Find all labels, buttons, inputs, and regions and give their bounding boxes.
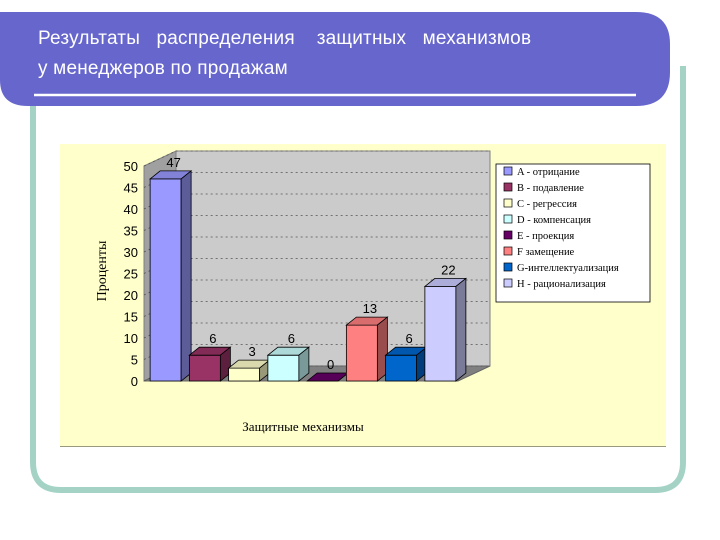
legend-label: A - отрицание bbox=[517, 167, 580, 178]
y-tick-label: 25 bbox=[124, 267, 138, 282]
bar bbox=[384, 346, 428, 382]
legend-swatch bbox=[503, 246, 513, 256]
bar-front bbox=[228, 367, 261, 382]
legend-swatch bbox=[503, 214, 513, 224]
slide-title-line1: Результаты распределения защитных механи… bbox=[38, 28, 532, 49]
y-tick-label: 35 bbox=[124, 224, 138, 239]
legend-label: H - рационализация bbox=[517, 279, 606, 290]
bar-front bbox=[345, 324, 378, 382]
y-tick-label: 20 bbox=[124, 288, 138, 303]
legend-label: E - проекция bbox=[517, 231, 574, 242]
y-tick-label: 45 bbox=[124, 181, 138, 196]
y-tick-label: 15 bbox=[124, 310, 138, 325]
legend-label: C - регрессия bbox=[517, 199, 577, 210]
legend-swatch bbox=[503, 198, 513, 208]
legend-box bbox=[495, 163, 651, 303]
data-label: 3 bbox=[249, 344, 256, 359]
y-tick-label: 0 bbox=[131, 374, 138, 389]
y-tick-label: 5 bbox=[131, 353, 138, 368]
frame-border bbox=[30, 66, 686, 493]
legend: A - отрицание B - подавление C - регрессия… bbox=[495, 163, 651, 303]
data-label: 47 bbox=[166, 155, 180, 170]
slide-title-line2: у менеджеров по продажам bbox=[38, 58, 288, 79]
y-tick-label: 40 bbox=[124, 202, 138, 217]
legend-label: B - подавление bbox=[517, 183, 584, 194]
legend-swatch bbox=[503, 262, 513, 272]
legend-swatch bbox=[503, 230, 513, 240]
bar-side bbox=[298, 346, 310, 382]
legend-swatch bbox=[503, 166, 513, 176]
legend-label: G-интеллектуализация bbox=[517, 263, 619, 274]
data-label: 22 bbox=[441, 262, 455, 277]
bar bbox=[423, 277, 468, 382]
bar bbox=[148, 170, 193, 382]
plot-area: 0 5 10 15 20 25 30 35 40 45 50 47 6 3 6 0 13 6 22 bbox=[124, 150, 491, 389]
data-label: 13 bbox=[363, 301, 377, 316]
bar-front bbox=[149, 178, 182, 382]
bar bbox=[266, 346, 311, 382]
y-tick-label: 10 bbox=[124, 331, 138, 346]
bar-front bbox=[188, 354, 221, 382]
bar bbox=[227, 359, 271, 382]
data-label: 6 bbox=[406, 331, 413, 346]
legend-label: F замещение bbox=[517, 247, 575, 258]
y-axis-label: Проценты bbox=[95, 240, 110, 301]
legend-swatch bbox=[503, 182, 513, 192]
data-label: 6 bbox=[209, 331, 216, 346]
bar-side bbox=[455, 277, 467, 382]
bar-front bbox=[385, 354, 418, 382]
bar bbox=[188, 346, 232, 382]
bar-front bbox=[267, 354, 300, 382]
chart-panel: 0 5 10 15 20 25 30 35 40 45 50 47 6 3 6 0 13 6 22 A - отри… bbox=[60, 144, 666, 447]
data-label: 0 bbox=[327, 357, 334, 372]
legend-swatch bbox=[503, 278, 513, 288]
bar bbox=[345, 316, 389, 382]
legend-label: D - компенсация bbox=[517, 215, 591, 226]
y-tick-label: 30 bbox=[124, 245, 138, 260]
y-tick-label: 50 bbox=[124, 159, 138, 174]
title-banner bbox=[0, 12, 670, 106]
x-axis-label: Защитные механизмы bbox=[242, 419, 364, 434]
bar-front bbox=[424, 285, 457, 382]
bar-side bbox=[180, 170, 192, 382]
gridline bbox=[143, 150, 490, 167]
data-label: 6 bbox=[288, 331, 295, 346]
